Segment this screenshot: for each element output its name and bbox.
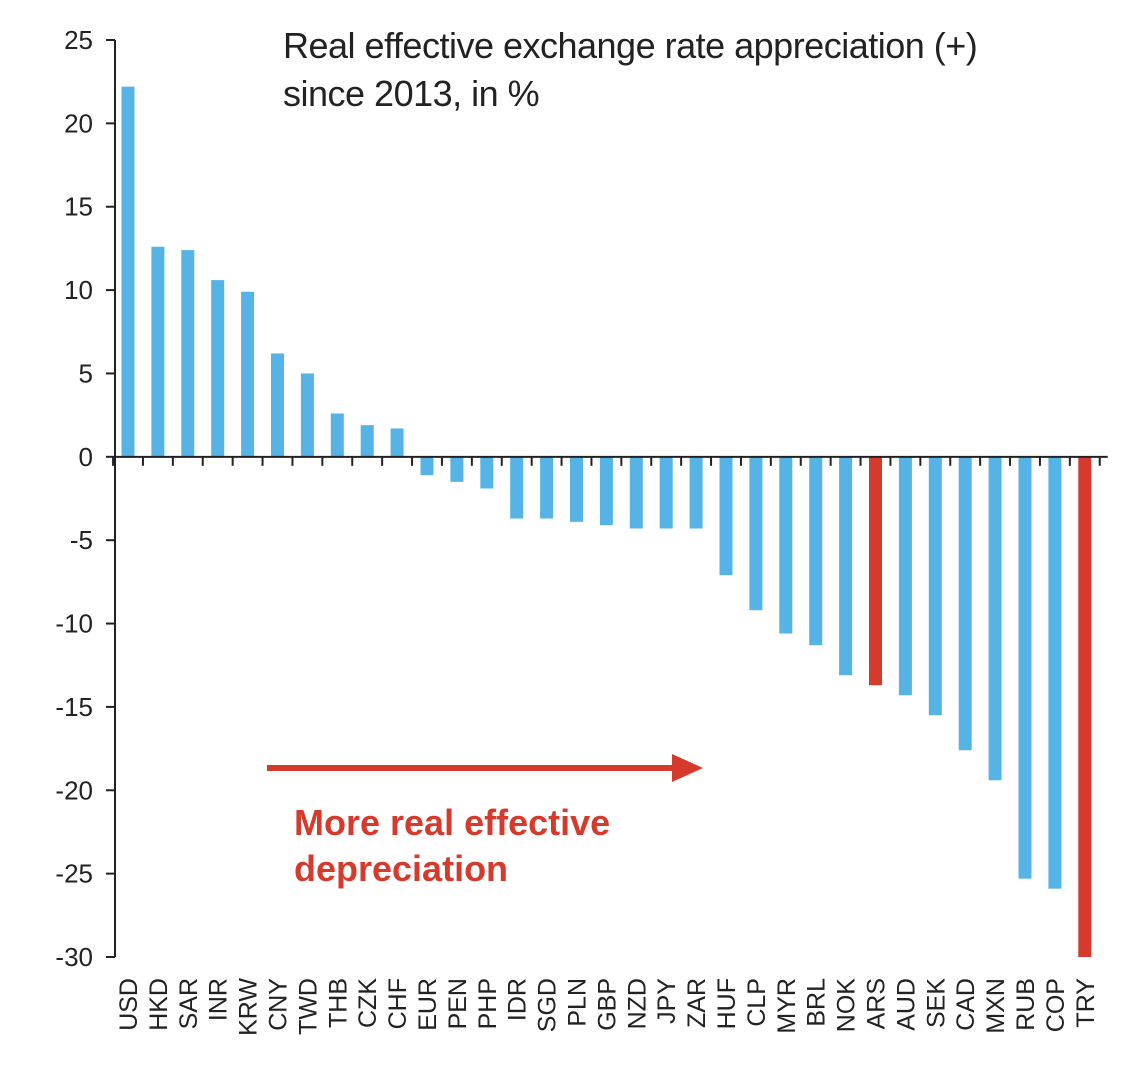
bar-myr (779, 456, 793, 634)
bar-pen (450, 456, 464, 482)
x-tick-label-aud: AUD (892, 978, 920, 1031)
bar-pln (570, 456, 583, 522)
chart-title: Real effective exchange rate appreciatio… (283, 22, 978, 118)
bar-twd (300, 373, 314, 457)
bar-clp (749, 456, 763, 611)
x-tick-label-jpy: JPY (653, 978, 681, 1024)
bar-try (1078, 456, 1092, 957)
x-tick-label-inr: INR (205, 978, 233, 1021)
bar-chf (390, 428, 404, 457)
bar-usd (121, 86, 135, 457)
y-tick-label: -10 (55, 609, 93, 639)
bar-thb (330, 413, 344, 457)
x-tick-label-nok: NOK (833, 978, 861, 1033)
bar-mxn (988, 456, 1002, 781)
bar-brl (809, 456, 823, 646)
x-tick-label-hkd: HKD (145, 978, 173, 1031)
bar-zar (689, 456, 703, 529)
x-tick-label-sar: SAR (175, 978, 203, 1029)
bar-krw (241, 291, 255, 457)
y-tick-label: -25 (55, 859, 93, 889)
x-tick-label-gbp: GBP (593, 978, 621, 1031)
y-tick-label: 10 (64, 275, 93, 305)
bar-sar (181, 250, 195, 457)
bar-php (480, 456, 494, 489)
x-tick-label-pln: PLN (564, 978, 592, 1027)
x-tick-label-zar: ZAR (683, 978, 711, 1028)
y-tick-label: -5 (70, 525, 93, 555)
bar-sek (928, 456, 942, 716)
x-tick-label-clp: CLP (743, 978, 771, 1027)
y-tick-label: -20 (55, 775, 93, 805)
y-tick-label: -30 (55, 942, 93, 972)
x-tick-label-myr: MYR (773, 978, 801, 1034)
bar-eur (420, 456, 434, 476)
chart-title-line-2: since 2013, in % (283, 73, 540, 114)
depreciation-annotation: More real effective depreciation (294, 800, 610, 892)
bar-huf (719, 456, 733, 576)
x-tick-label-php: PHP (474, 978, 502, 1029)
y-tick-label: -15 (55, 692, 93, 722)
x-tick-label-huf: HUF (713, 978, 741, 1029)
bar-cad (958, 456, 972, 751)
x-tick-label-thb: THB (324, 978, 352, 1028)
bar-gbp (599, 456, 613, 526)
bar-ars (869, 456, 882, 686)
x-tick-labels: USD HKD SAR INR KRW CNY TWD THB CZK CHF EUR PEN PHP I… (115, 978, 1100, 1036)
y-tick-label: 15 (64, 192, 93, 222)
y-tick-label: 5 (79, 358, 93, 388)
x-tick-label-eur: EUR (414, 978, 442, 1031)
y-tick-label: 25 (64, 25, 93, 55)
chart-title-line-1: Real effective exchange rate appreciatio… (283, 25, 978, 66)
x-tick-label-cny: CNY (265, 978, 293, 1031)
x-tick-label-try: TRY (1072, 978, 1100, 1028)
y-tick-label: 20 (64, 108, 93, 138)
bars-group (121, 86, 1092, 957)
annotation-line-2: depreciation (294, 848, 509, 889)
x-tick-label-chf: CHF (384, 978, 412, 1029)
annotation-line-1: More real effective (294, 802, 611, 843)
x-tick-label-cad: CAD (952, 978, 980, 1031)
x-tick-label-sgd: SGD (534, 978, 562, 1032)
x-tick-label-rub: RUB (1012, 978, 1040, 1031)
x-tick-label-brl: BRL (803, 978, 831, 1027)
x-tick-label-ars: ARS (863, 978, 891, 1029)
arrow-head (672, 754, 703, 782)
bar-sgd (540, 456, 554, 519)
bar-inr (211, 280, 225, 457)
y-tick-label: 0 (79, 442, 93, 472)
bar-jpy (659, 456, 673, 529)
x-tick-label-idr: IDR (504, 978, 532, 1021)
bar-idr (510, 456, 524, 519)
bar-rub (1018, 456, 1032, 879)
bar-nzd (629, 456, 643, 529)
bar-czk (360, 425, 374, 457)
bar-nok (839, 456, 853, 676)
y-axis: 25 20 15 10 5 0 -5 -10 -15 -20 -25 -30 (55, 25, 116, 972)
bar-hkd (151, 246, 165, 457)
depreciation-arrow (267, 754, 703, 782)
x-tick-label-twd: TWD (294, 978, 322, 1035)
x-tick-label-sek: SEK (922, 978, 950, 1028)
bar-aud (898, 456, 912, 696)
x-tick-label-mxn: MXN (982, 978, 1010, 1034)
x-tick-label-krw: KRW (235, 978, 263, 1036)
x-tick-label-nzd: NZD (623, 978, 651, 1029)
x-axis (112, 455, 1108, 466)
x-tick-label-cop: COP (1042, 978, 1070, 1032)
bar-cop (1048, 456, 1062, 889)
bar-cny (271, 353, 284, 457)
x-tick-label-czk: CZK (354, 978, 382, 1028)
x-tick-label-usd: USD (115, 978, 143, 1031)
x-tick-label-pen: PEN (444, 978, 472, 1029)
